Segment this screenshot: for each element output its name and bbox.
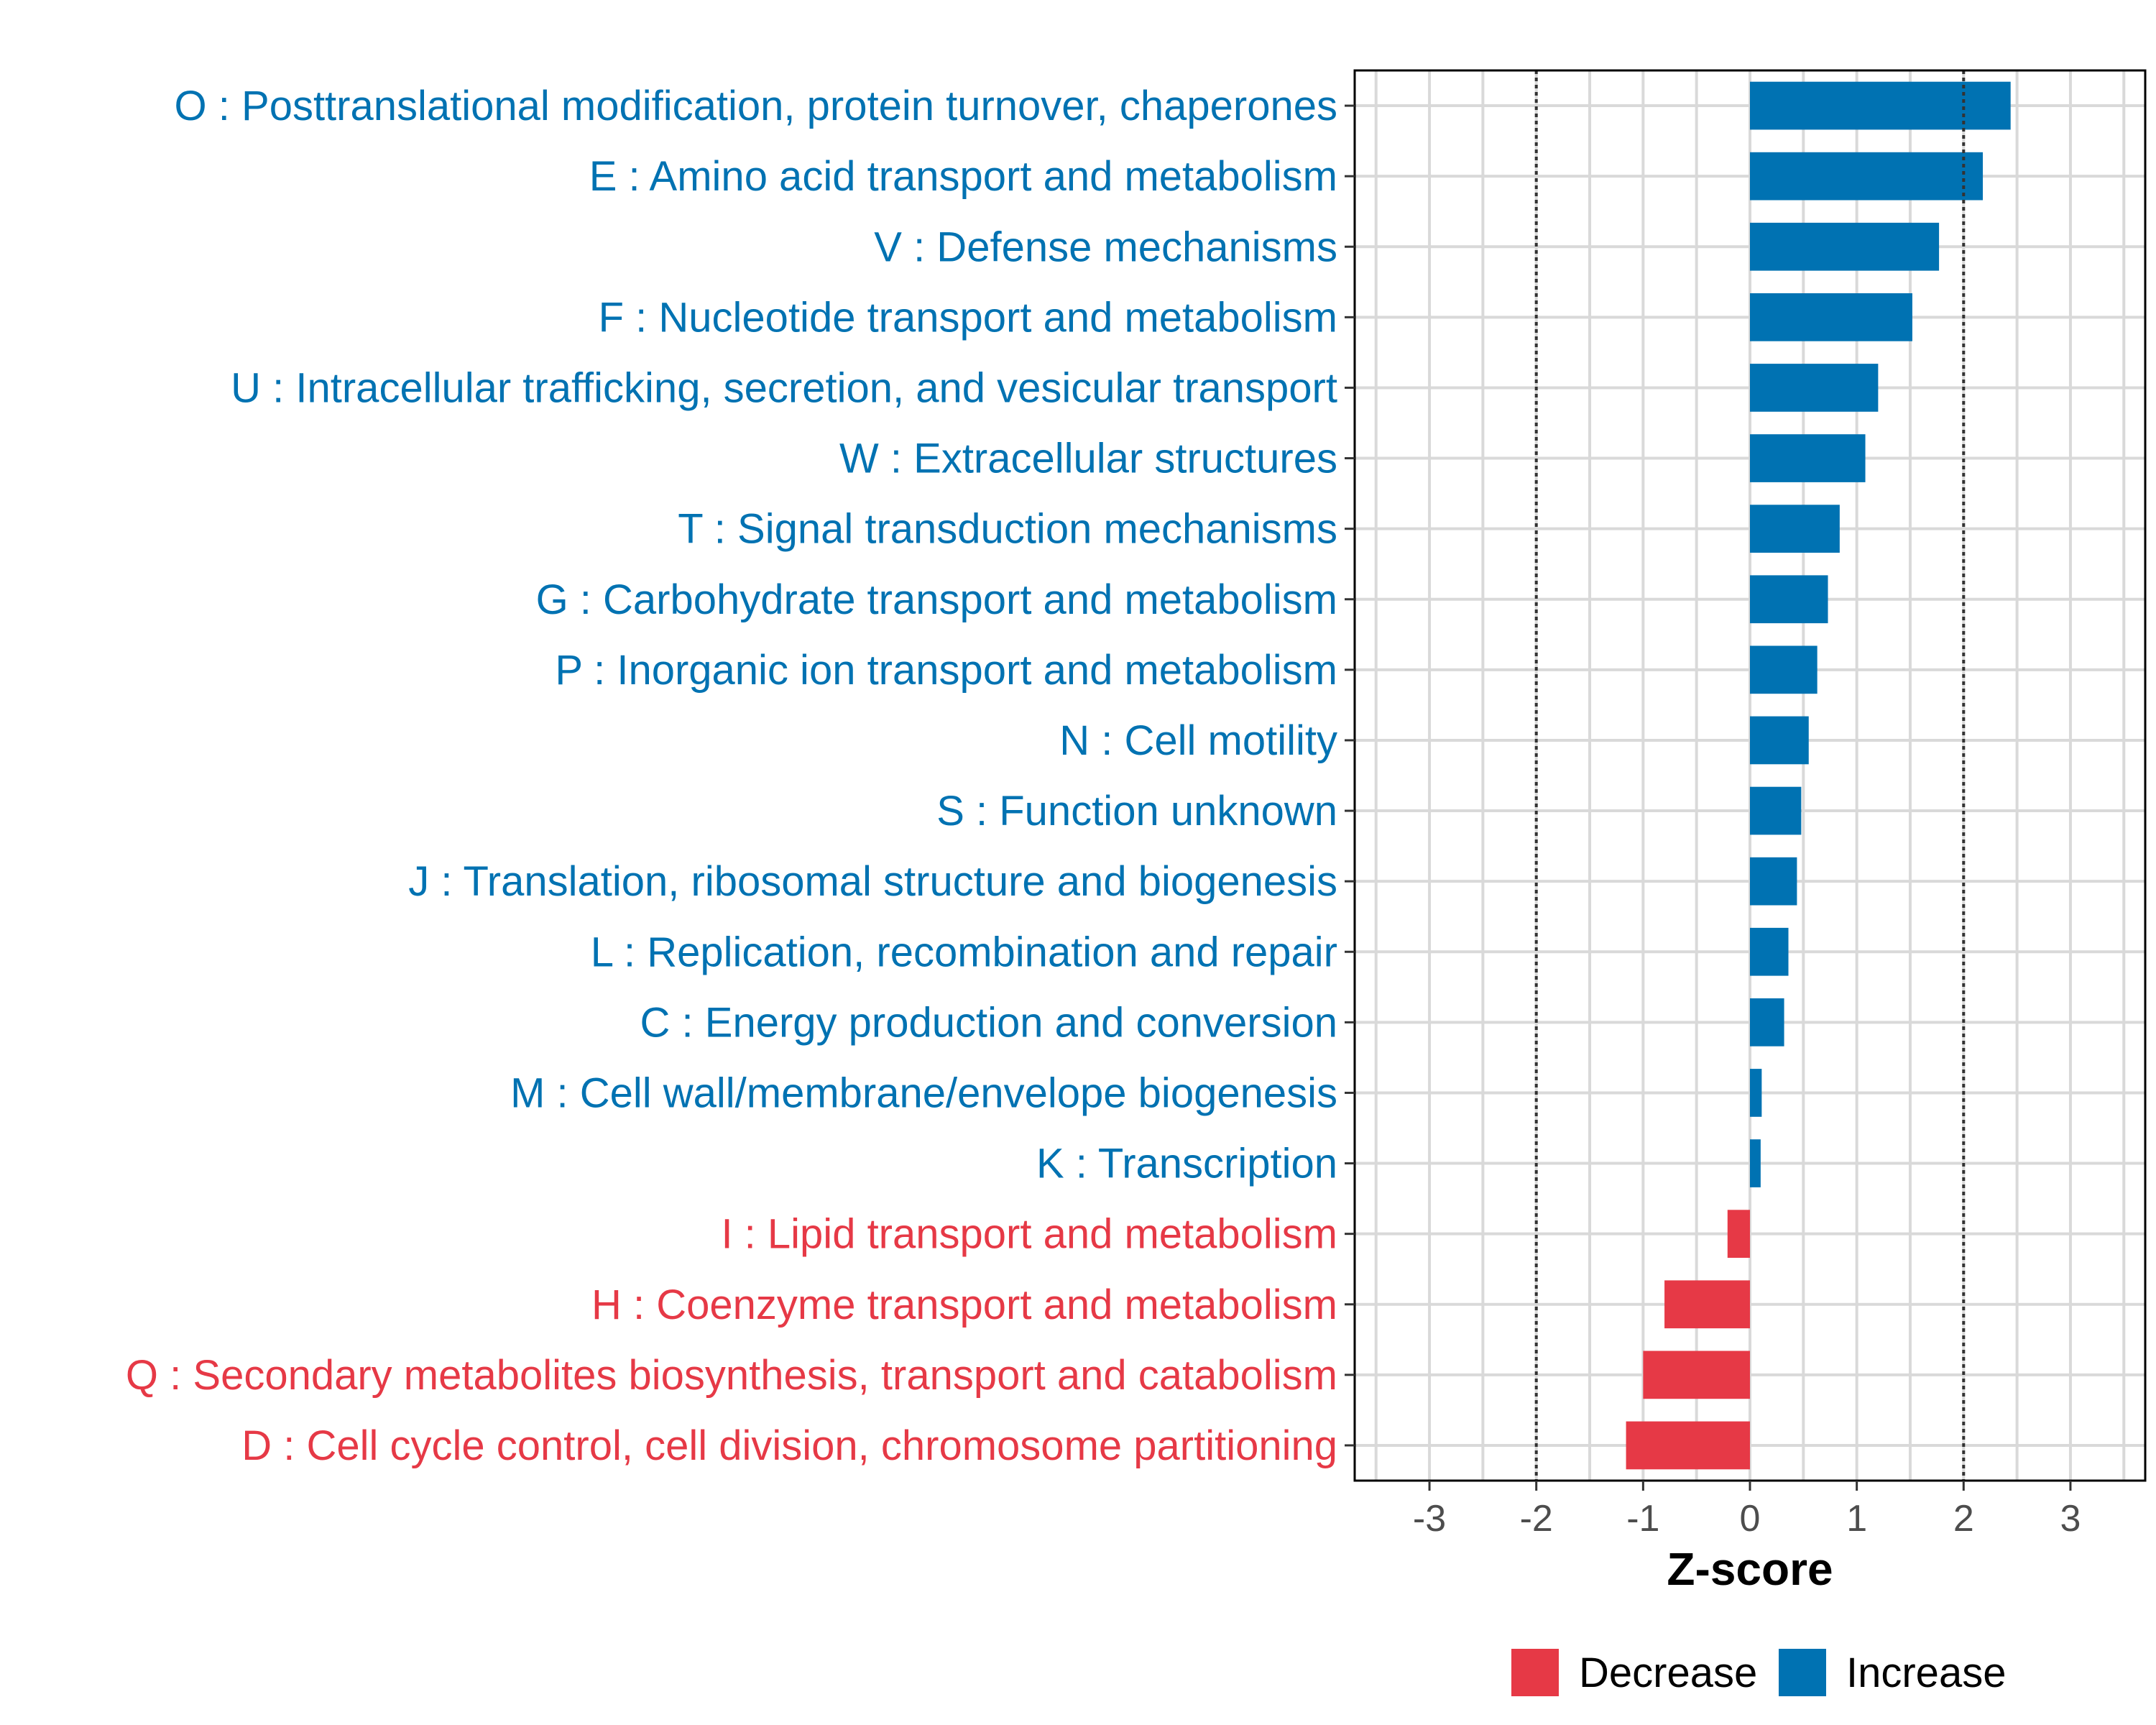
bar-c <box>1750 998 1784 1046</box>
x-tick-label: -2 <box>1520 1498 1553 1540</box>
category-label: N : Cell motility <box>1059 717 1337 764</box>
x-axis-title: Z-score <box>1667 1543 1833 1595</box>
grid-lines <box>1355 70 2145 1481</box>
bar-n <box>1750 716 1809 765</box>
bar-v <box>1750 222 1940 271</box>
bar-m <box>1750 1069 1762 1117</box>
category-label: V : Defense mechanisms <box>874 224 1337 270</box>
bar-h <box>1664 1280 1750 1329</box>
legend-label-increase: Increase <box>1846 1650 2006 1696</box>
category-label: U : Intracellular trafficking, secretion… <box>231 364 1337 411</box>
category-label: M : Cell wall/membrane/envelope biogenes… <box>510 1070 1337 1116</box>
category-label: O : Posttranslational modification, prot… <box>175 83 1337 129</box>
bar-q <box>1643 1351 1750 1399</box>
reference-lines <box>1534 70 1966 1481</box>
bar-j <box>1750 857 1797 906</box>
category-label: S : Function unknown <box>936 788 1337 834</box>
category-label: Q : Secondary metabolites biosynthesis, … <box>126 1352 1337 1399</box>
x-axis: -3 -2 -1 0 1 2 3 <box>1413 1481 2081 1540</box>
legend-label-decrease: Decrease <box>1579 1650 1757 1696</box>
bar-i <box>1727 1210 1750 1259</box>
category-label: P : Inorganic ion transport and metaboli… <box>555 647 1337 694</box>
bar-g <box>1750 575 1828 624</box>
bar-u <box>1750 364 1879 412</box>
category-label: I : Lipid transport and metabolism <box>721 1211 1337 1258</box>
x-tick-label: 1 <box>1846 1498 1867 1540</box>
x-tick-label: -1 <box>1626 1498 1659 1540</box>
bar-p <box>1750 645 1818 694</box>
bar-s <box>1750 786 1802 835</box>
bar-e <box>1750 152 1984 201</box>
category-label: C : Energy production and conversion <box>640 999 1337 1046</box>
x-tick-label: -3 <box>1413 1498 1446 1540</box>
x-tick-label: 0 <box>1740 1498 1761 1540</box>
bar-o <box>1750 81 2011 130</box>
category-label: H : Coenzyme transport and metabolism <box>591 1282 1337 1328</box>
bar-d <box>1626 1421 1750 1470</box>
bar-k <box>1750 1139 1761 1187</box>
category-label: L : Replication, recombination and repai… <box>591 929 1337 975</box>
bar-f <box>1750 293 1912 341</box>
x-tick-label: 3 <box>2060 1498 2081 1540</box>
category-label: F : Nucleotide transport and metabolism <box>599 294 1337 341</box>
legend: Decrease Increase <box>1511 1649 2006 1696</box>
bars <box>1626 81 2011 1470</box>
category-label: W : Extracellular structures <box>839 436 1337 482</box>
bar-l <box>1750 927 1789 976</box>
bar-t <box>1750 505 1840 553</box>
category-label: K : Transcription <box>1036 1141 1337 1187</box>
x-tick-label: 2 <box>1953 1498 1974 1540</box>
category-label: J : Translation, ribosomal structure and… <box>408 858 1337 905</box>
legend-key-increase <box>1779 1649 1826 1696</box>
category-label: T : Signal transduction mechanisms <box>678 506 1337 553</box>
category-label: E : Amino acid transport and metabolism <box>589 153 1337 200</box>
category-label: G : Carbohydrate transport and metabolis… <box>536 576 1337 623</box>
bar-w <box>1750 434 1866 482</box>
y-axis: O : Posttranslational modification, prot… <box>126 83 1355 1469</box>
legend-key-decrease <box>1511 1649 1559 1696</box>
category-label: D : Cell cycle control, cell division, c… <box>241 1422 1337 1469</box>
